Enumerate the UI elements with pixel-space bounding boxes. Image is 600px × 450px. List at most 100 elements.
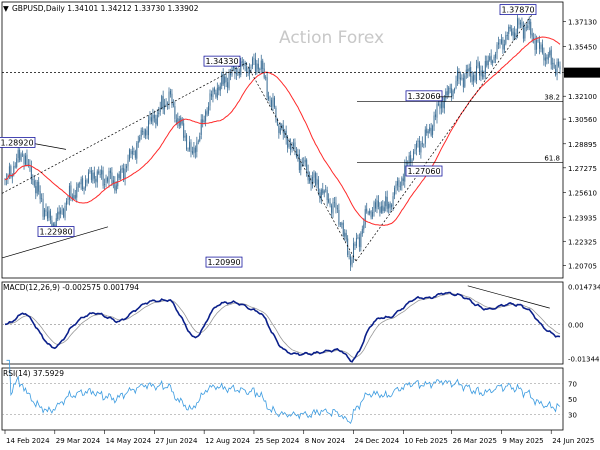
menu-arrow[interactable]: ▼ <box>3 4 9 13</box>
candle-body-290 <box>429 127 431 132</box>
candle-body-49 <box>76 187 78 198</box>
candle-body-352 <box>519 22 521 25</box>
candle-body-215 <box>319 192 321 199</box>
candle-body-301 <box>445 91 447 99</box>
trend-dotted-down <box>245 62 357 262</box>
candle-body-243 <box>360 233 362 248</box>
candle-body-320 <box>473 74 475 82</box>
candle-body-31 <box>49 211 51 221</box>
candle-body-323 <box>477 61 479 67</box>
candle-body-212 <box>314 173 316 186</box>
candle-body-206 <box>306 159 308 171</box>
candle-body-191 <box>284 130 286 134</box>
candle-body-146 <box>218 86 220 91</box>
macd-header: MACD(12,26,9) -0.002575 0.001794 <box>3 283 139 292</box>
candle-body-180 <box>268 96 270 100</box>
candle-body-58 <box>89 170 91 172</box>
candle-body-176 <box>262 60 264 70</box>
candle-body-355 <box>524 27 526 39</box>
candle-body-220 <box>326 190 328 201</box>
candle-body-183 <box>272 97 274 107</box>
candle-body-94 <box>142 130 144 132</box>
candle-body-85 <box>128 149 130 160</box>
candle-body-65 <box>99 174 101 176</box>
candle-body-178 <box>265 76 267 78</box>
candle-body-139 <box>208 105 210 114</box>
candle-body-312 <box>461 77 463 79</box>
candle-body-337 <box>497 42 499 45</box>
candle-body-257 <box>380 206 382 213</box>
candle-body-317 <box>468 67 470 72</box>
candle-body-371 <box>547 54 549 60</box>
candle-body-287 <box>424 129 426 144</box>
macd-layer: 0.014734 0.00 -0.013442 <box>2 284 600 364</box>
level-box-6 <box>499 4 537 16</box>
candle-body-14 <box>25 155 27 165</box>
candle-body-105 <box>158 112 160 115</box>
candle-body-108 <box>162 96 164 110</box>
candle-body-121 <box>181 118 183 124</box>
candle-body-310 <box>458 71 460 79</box>
candle-body-173 <box>257 63 259 70</box>
candle-body-211 <box>313 172 315 178</box>
candle-body-135 <box>202 119 204 123</box>
candle-body-275 <box>407 162 409 165</box>
candle-body-379 <box>559 66 561 70</box>
candle-body-279 <box>413 151 415 160</box>
candle-body-365 <box>538 41 540 49</box>
candle-body-70 <box>107 177 109 182</box>
candle-body-296 <box>437 103 439 105</box>
candle-body-120 <box>180 117 182 126</box>
price-tick-label-8: 1.23935 <box>568 214 597 222</box>
candle-body-299 <box>442 101 444 108</box>
candle-body-264 <box>391 204 393 208</box>
candle-body-361 <box>533 37 535 39</box>
rsi-tick-label-2: 30 <box>568 412 577 420</box>
candle-body-84 <box>127 160 129 167</box>
candle-body-13 <box>23 154 25 164</box>
candle-body-71 <box>108 170 110 183</box>
date-tick-label-2: 14 May 2024 <box>106 437 152 445</box>
candle-body-281 <box>415 142 417 150</box>
candle-body-165 <box>246 66 248 73</box>
candle-body-278 <box>411 159 413 163</box>
candle-body-18 <box>30 165 32 180</box>
candle-body-168 <box>250 66 252 68</box>
candle-body-40 <box>63 209 65 217</box>
candle-body-190 <box>282 125 284 134</box>
candle-body-64 <box>98 171 100 174</box>
price-tick-label-10: 1.20705 <box>568 262 597 270</box>
candle-body-208 <box>309 177 311 182</box>
candle-body-273 <box>404 165 406 182</box>
candle-body-261 <box>386 196 388 209</box>
candle-body-272 <box>402 178 404 181</box>
candle-body-137 <box>205 111 207 122</box>
candle-body-372 <box>549 50 551 56</box>
candle-body-308 <box>455 80 457 89</box>
candle-body-235 <box>348 256 350 257</box>
candle-body-354 <box>522 26 524 39</box>
candle-body-125 <box>187 150 189 151</box>
candle-body-258 <box>382 205 384 211</box>
date-tick-label-1: 29 Mar 2024 <box>56 437 101 445</box>
candle-body-117 <box>175 119 177 123</box>
candle-body-9 <box>17 150 19 159</box>
candle-body-213 <box>316 178 318 185</box>
candle-body-270 <box>399 186 401 188</box>
candle-body-325 <box>480 70 482 76</box>
panel-frame-1 <box>1 281 564 365</box>
candle-body-38 <box>60 210 62 214</box>
candle-body-349 <box>515 33 517 38</box>
candle-body-116 <box>174 106 176 119</box>
candle-body-269 <box>398 180 400 188</box>
candle-body-321 <box>474 74 476 80</box>
candle-body-373 <box>550 49 552 65</box>
candle-body-225 <box>333 202 335 203</box>
candle-body-164 <box>244 63 246 66</box>
candle-body-150 <box>224 76 226 84</box>
candle-body-260 <box>385 196 387 207</box>
candle-body-143 <box>213 88 215 92</box>
rsi-header: RSI(14) 37.5929 <box>3 369 64 378</box>
candle-body-2 <box>7 175 9 178</box>
candle-body-336 <box>496 44 498 54</box>
